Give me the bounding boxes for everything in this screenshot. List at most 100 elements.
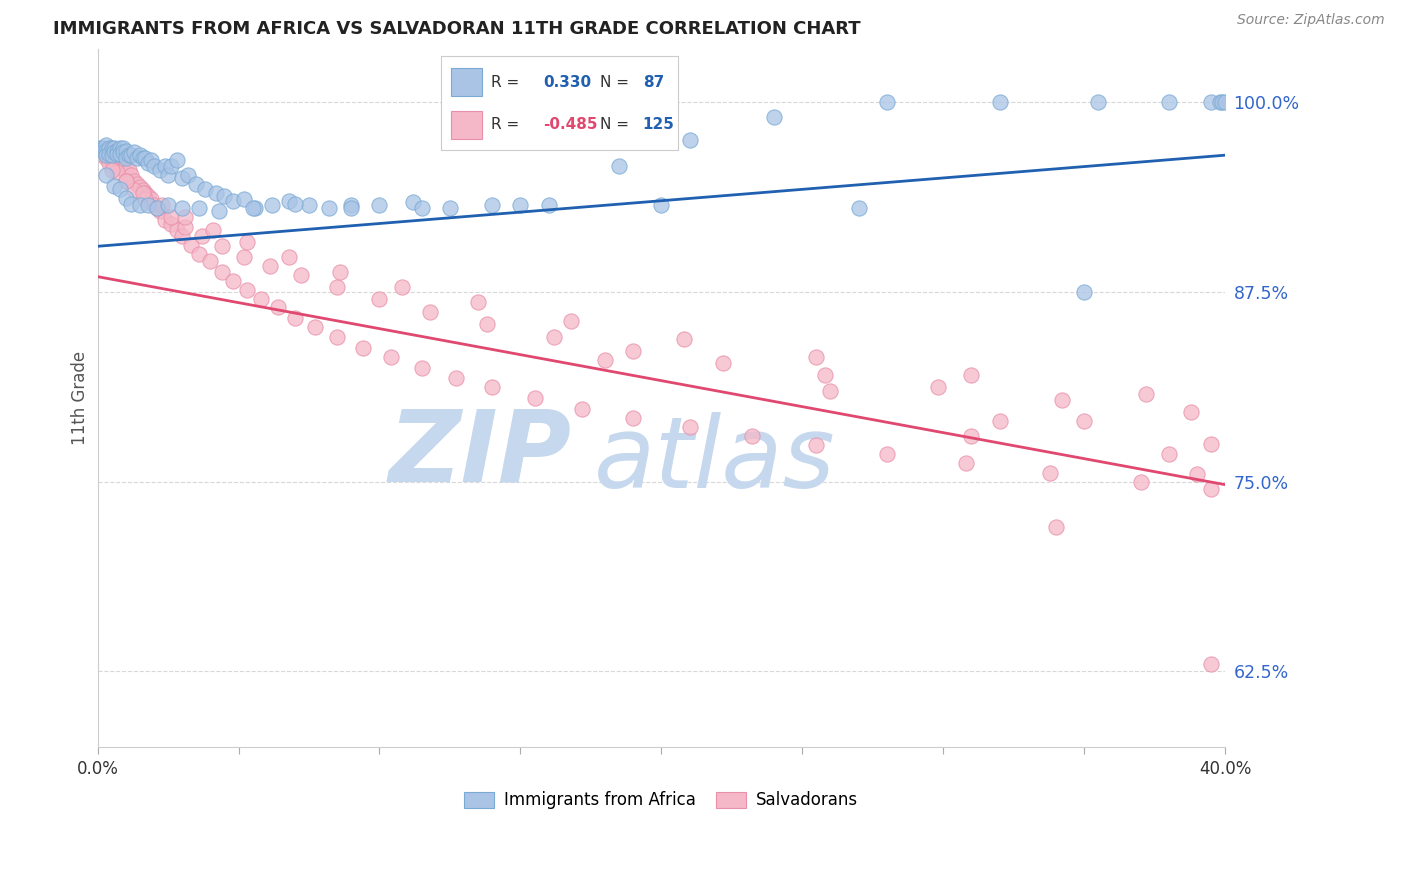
Point [876, 95, 898, 109]
Point [411, 202, 433, 216]
Point [419, 304, 441, 318]
Point [650, 198, 672, 212]
Point [848, 202, 870, 216]
Point [194, 181, 217, 195]
Point [166, 153, 188, 167]
Point [326, 330, 349, 344]
Point [205, 186, 228, 201]
Point [318, 202, 340, 216]
Point [593, 353, 616, 368]
Point [134, 151, 156, 165]
Point [242, 202, 264, 216]
Point [117, 148, 139, 162]
Point [103, 148, 125, 162]
Point [1129, 475, 1152, 489]
Point [139, 192, 162, 206]
Point [876, 447, 898, 461]
Point [100, 153, 122, 167]
Point [97, 155, 120, 169]
Point [160, 217, 183, 231]
Point [120, 196, 142, 211]
Point [402, 195, 425, 210]
Y-axis label: 11th Grade: 11th Grade [72, 351, 89, 445]
Point [245, 202, 267, 216]
Point [988, 414, 1011, 428]
Point [120, 148, 142, 162]
Point [1039, 466, 1062, 480]
Point [475, 317, 498, 331]
Point [284, 196, 307, 211]
Point [108, 159, 131, 173]
Point [157, 168, 180, 182]
Point [117, 163, 139, 178]
Point [304, 319, 326, 334]
Point [160, 211, 183, 225]
Point [1199, 657, 1222, 671]
Point [543, 330, 565, 344]
Point [188, 247, 211, 261]
Point [1185, 467, 1208, 481]
Point [111, 161, 134, 176]
Text: IMMIGRANTS FROM AFRICA VS SALVADORAN 11TH GRADE CORRELATION CHART: IMMIGRANTS FROM AFRICA VS SALVADORAN 11T… [53, 20, 860, 37]
Point [139, 153, 162, 167]
Point [259, 259, 281, 273]
Point [131, 186, 153, 201]
Point [105, 146, 128, 161]
Point [1180, 405, 1202, 419]
Text: atlas: atlas [593, 412, 835, 509]
Point [149, 163, 172, 178]
Point [960, 429, 983, 443]
Point [1157, 95, 1180, 109]
Point [672, 332, 695, 346]
Point [174, 211, 197, 225]
Point [621, 344, 644, 359]
Point [267, 300, 290, 314]
Point [134, 192, 156, 206]
Point [233, 192, 256, 206]
Point [523, 391, 546, 405]
Point [1213, 95, 1236, 109]
Point [411, 360, 433, 375]
Point [114, 191, 136, 205]
Point [97, 150, 120, 164]
Point [94, 151, 117, 165]
Point [114, 159, 136, 173]
Point [134, 186, 156, 201]
Point [97, 140, 120, 154]
Point [340, 202, 363, 216]
Point [1208, 95, 1230, 109]
Point [960, 368, 983, 383]
Point [172, 171, 194, 186]
Point [439, 202, 461, 216]
Point [105, 144, 128, 158]
Point [100, 146, 122, 161]
Point [105, 159, 128, 173]
Point [621, 410, 644, 425]
Point [128, 198, 150, 212]
Point [481, 198, 503, 212]
Point [131, 151, 153, 165]
Point [111, 145, 134, 160]
Point [607, 159, 630, 173]
Point [114, 144, 136, 158]
Point [103, 178, 125, 193]
Point [352, 341, 374, 355]
Point [89, 140, 111, 154]
Point [149, 204, 172, 219]
Point [131, 183, 153, 197]
Point [236, 283, 259, 297]
Point [711, 356, 734, 370]
Point [1157, 447, 1180, 461]
Point [1199, 436, 1222, 450]
Point [89, 144, 111, 158]
Text: Source: ZipAtlas.com: Source: ZipAtlas.com [1237, 13, 1385, 28]
Point [222, 274, 245, 288]
Point [200, 254, 222, 268]
Point [91, 140, 114, 154]
Point [128, 180, 150, 194]
Point [94, 148, 117, 162]
Point [278, 250, 301, 264]
Point [146, 202, 169, 216]
Point [94, 168, 117, 182]
Point [806, 350, 828, 364]
